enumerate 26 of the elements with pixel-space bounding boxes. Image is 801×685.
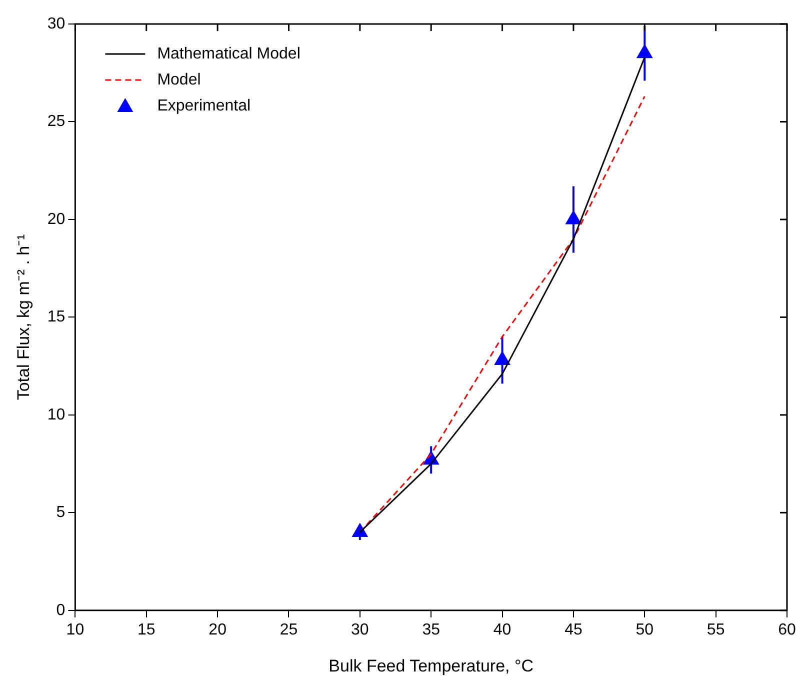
legend-label: Experimental — [157, 97, 251, 114]
x-tick-label: 25 — [280, 621, 298, 638]
legend-label: Mathematical Model — [157, 45, 300, 62]
point — [352, 523, 368, 537]
x-tick-label: 30 — [351, 621, 369, 638]
y-tick-label: 10 — [47, 406, 66, 424]
y-tick-label: 25 — [47, 113, 66, 130]
y-tick-label: 15 — [47, 308, 66, 326]
y-tick-label: 20 — [47, 210, 66, 228]
point — [566, 210, 582, 224]
x-tick-label: 55 — [706, 621, 725, 638]
point — [636, 44, 652, 58]
legend-label: Model — [157, 71, 201, 88]
y-tick-label: 30 — [47, 15, 66, 32]
y-axis-title: Total Flux, kg m⁻² . h⁻¹ — [14, 234, 33, 400]
x-tick-label: 20 — [208, 621, 227, 638]
x-tick-label: 60 — [778, 621, 796, 638]
point — [494, 351, 510, 365]
x-tick-label: 50 — [636, 621, 654, 638]
x-tick-label: 15 — [137, 621, 156, 638]
x-axis-title: Bulk Feed Temperature, °C — [328, 656, 534, 676]
y-tick-label: 0 — [56, 602, 66, 619]
y-tick-label: 5 — [56, 504, 66, 522]
x-tick-label: 35 — [422, 621, 440, 638]
x-tick-label: 45 — [564, 621, 582, 638]
x-tick-label: 40 — [493, 621, 512, 638]
